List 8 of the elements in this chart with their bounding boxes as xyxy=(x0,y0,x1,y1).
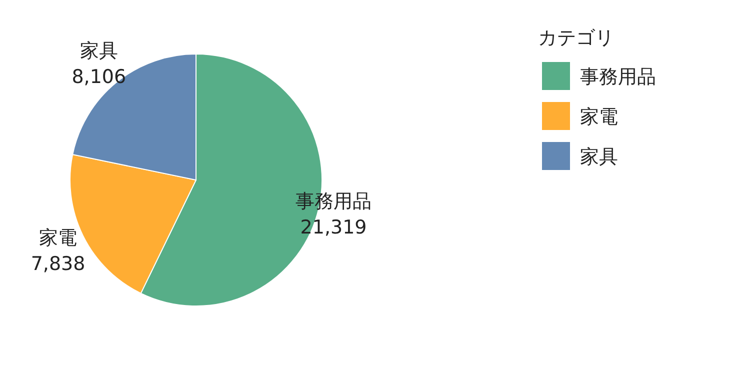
legend-label: 事務用品 xyxy=(580,66,656,88)
slice-label: 家電 xyxy=(39,226,78,249)
slice-label: 家具 xyxy=(80,40,118,62)
data-label: 7,838 xyxy=(30,252,86,275)
legend-label: 家具 xyxy=(580,146,618,168)
legend-label: 家電 xyxy=(580,106,618,128)
data-label: 8,106 xyxy=(72,66,126,88)
legend-title: カテゴリ xyxy=(538,27,614,49)
